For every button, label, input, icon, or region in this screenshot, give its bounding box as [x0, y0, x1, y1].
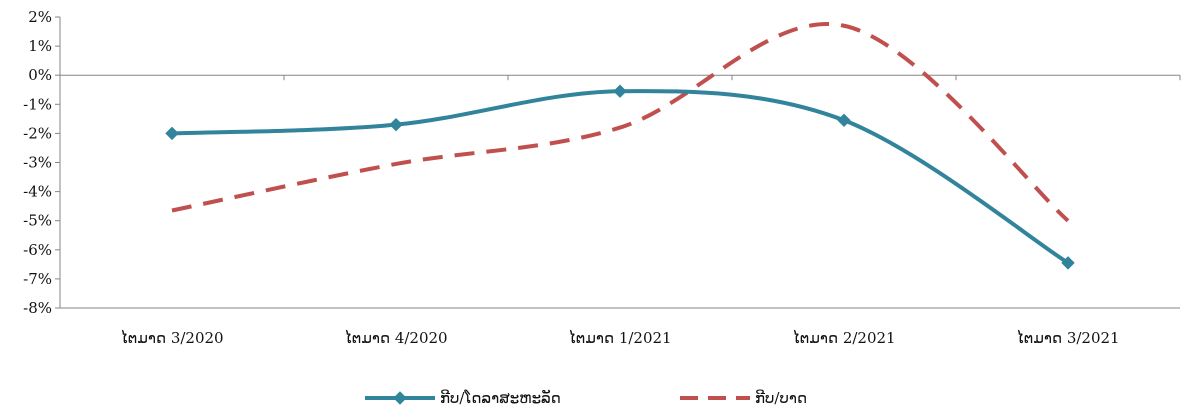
series-1-point	[837, 113, 851, 128]
series-1-point	[613, 84, 627, 98]
y-tick-label: -4%	[23, 183, 52, 201]
y-tick-label: -8%	[23, 299, 52, 317]
series-layer	[165, 22, 1075, 270]
y-tick-label: -2%	[23, 124, 52, 142]
y-tick-label: 1%	[28, 37, 52, 55]
series-1-point	[1061, 256, 1075, 270]
chart-axes: 2% 1% 0% -1% -2% -3% -4% -5% -6% -7% -8% ໄຕມາດ 3/20…	[23, 8, 1181, 347]
series-1-point	[389, 117, 403, 132]
y-tick-label: 0%	[28, 66, 52, 84]
y-tick-label: -5%	[23, 212, 52, 230]
series-line-2	[171, 22, 1070, 223]
chart-legend: ກີບ/ໂດລາສະຫະລັດ ກີບ/ບາດ	[365, 388, 807, 407]
y-tick-label: -1%	[23, 95, 52, 113]
y-tick-label: -7%	[23, 270, 52, 288]
legend-label-1: ກີບ/ໂດລາສະຫະລັດ	[440, 388, 561, 407]
x-tick-label: ໄຕມາດ 4/2020	[344, 329, 447, 347]
x-tick-label: ໄຕມາດ 3/2020	[120, 329, 223, 347]
x-tick-label: ໄຕມາດ 2/2021	[792, 329, 895, 347]
series-line-1	[171, 89, 1070, 265]
legend-marker-1	[393, 391, 407, 405]
y-tick-label: -3%	[23, 154, 52, 172]
x-tick-label: ໄຕມາດ 3/2021	[1016, 329, 1119, 347]
y-tick-label: 2%	[28, 8, 52, 26]
x-tick-label: ໄຕມາດ 1/2021	[568, 329, 671, 347]
legend-label-2: ກີບ/ບາດ	[755, 389, 807, 407]
y-tick-label: -6%	[23, 241, 52, 259]
series-1-point	[165, 126, 179, 141]
